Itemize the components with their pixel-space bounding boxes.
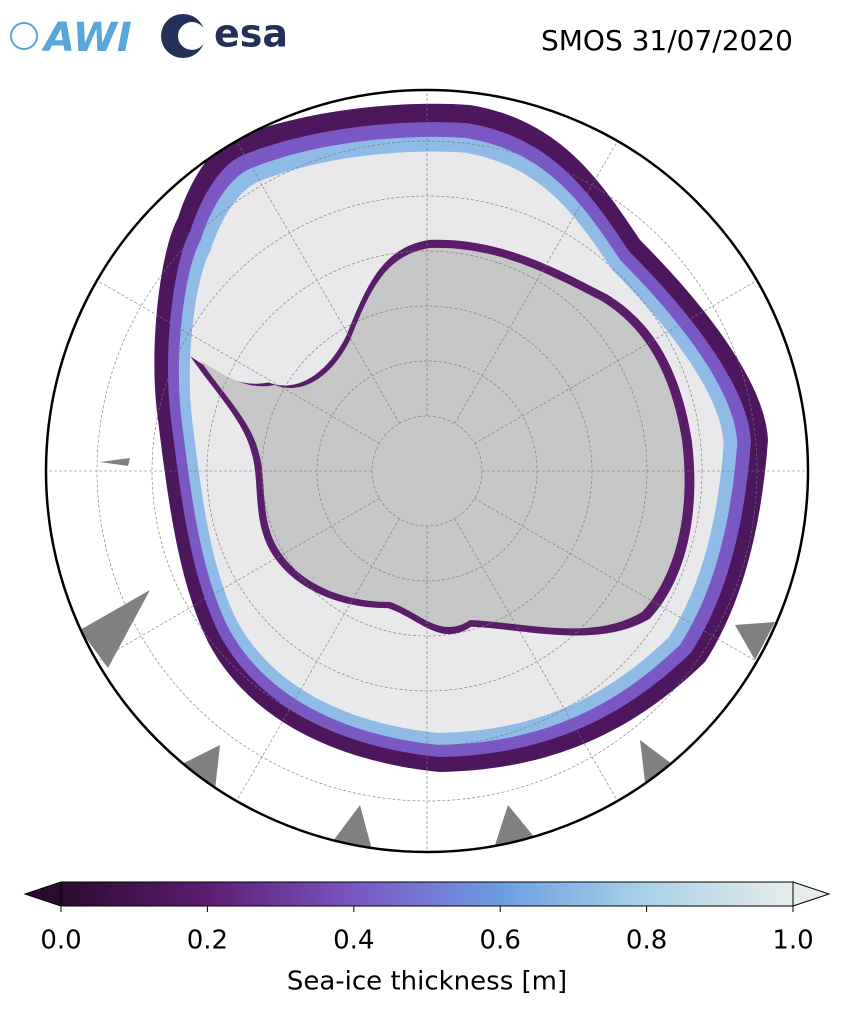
colorbar-tick-label: 0.8	[626, 926, 667, 956]
colorbar-tick-label: 0.4	[333, 926, 374, 956]
colorbar-tick-label: 1.0	[772, 926, 813, 956]
meridian	[474, 275, 765, 444]
meridian	[231, 518, 400, 809]
esa-logo: esa	[161, 12, 288, 58]
meridian	[454, 133, 623, 424]
map-frame	[44, 88, 810, 854]
colorbar-label: Sea-ice thickness [m]	[287, 967, 567, 997]
meridian	[89, 275, 380, 444]
colorbar: 0.0 0.2 0.4 0.6 0.8 1.0	[23, 881, 831, 956]
esa-text: esa	[214, 12, 288, 56]
map	[46, 90, 808, 852]
awi-text: AWI	[41, 15, 132, 61]
awi-logo: AWI	[10, 15, 132, 61]
colorbar-tick-label: 0.6	[480, 926, 521, 956]
meridian	[231, 133, 400, 424]
meridian	[454, 518, 623, 809]
map-title: SMOS 31/07/2020	[541, 24, 793, 57]
colorbar-tick-label: 0.2	[187, 926, 228, 956]
colorbar-tick-label: 0.0	[40, 926, 81, 956]
meridian	[89, 498, 380, 667]
meridian	[474, 498, 765, 667]
